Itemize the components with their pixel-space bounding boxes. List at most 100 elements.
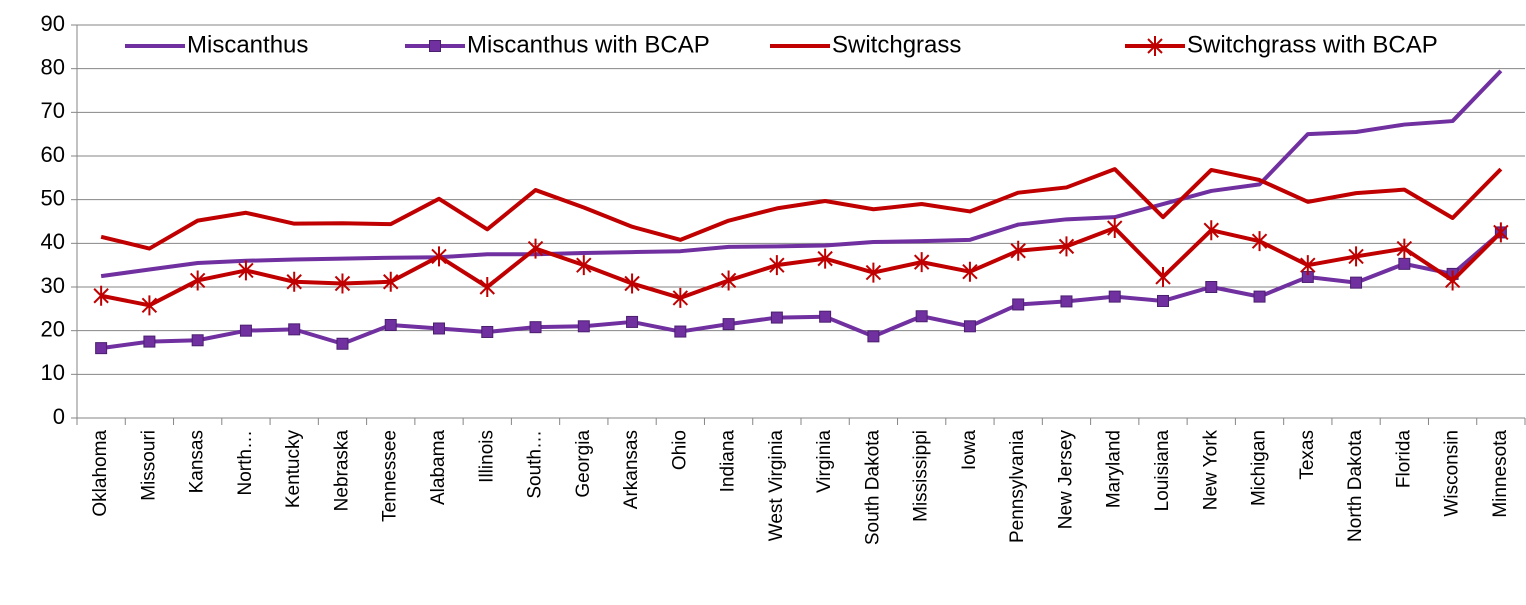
- y-tick-label: 30: [41, 273, 65, 298]
- x-tick-label: Michigan: [1249, 430, 1270, 506]
- marker: [431, 246, 447, 267]
- marker: [770, 311, 783, 324]
- y-tick-label: 80: [41, 54, 65, 79]
- x-tick-label: West Virginia: [766, 430, 787, 542]
- x-tick-label: Alabama: [428, 430, 449, 505]
- marker: [288, 323, 301, 336]
- y-tick-label: 0: [53, 404, 65, 429]
- marker: [1350, 276, 1363, 289]
- marker: [1060, 295, 1073, 308]
- series-line: [100, 167, 1503, 251]
- series-line: [100, 226, 1503, 308]
- x-tick-label: South…: [525, 430, 546, 499]
- x-tick-label: Mississippi: [911, 430, 932, 522]
- marker: [433, 322, 445, 335]
- legend-label: Miscanthus with BCAP: [467, 31, 710, 58]
- x-tick-label: Georgia: [573, 430, 594, 498]
- x-tick-label: Pennsylvania: [1007, 430, 1028, 543]
- marker: [720, 270, 737, 291]
- x-tick-label: Texas: [1297, 430, 1318, 480]
- marker: [626, 315, 639, 328]
- marker: [479, 277, 495, 297]
- series-line: [100, 69, 1503, 279]
- legend-label: Switchgrass: [832, 31, 961, 58]
- x-tick-label: Illinois: [476, 430, 497, 483]
- legend-label: Miscanthus: [187, 31, 308, 58]
- marker: [576, 255, 592, 276]
- marker: [819, 310, 832, 323]
- marker: [1251, 231, 1268, 252]
- marker: [674, 325, 687, 338]
- marker: [336, 337, 349, 350]
- marker: [867, 330, 880, 343]
- marker: [1253, 290, 1266, 303]
- marker: [1010, 240, 1026, 261]
- marker: [865, 262, 882, 283]
- legend-item: Miscanthus: [125, 31, 308, 58]
- x-tick-label: Florida: [1393, 430, 1414, 489]
- y-tick-label: 90: [41, 11, 65, 36]
- marker: [189, 270, 206, 291]
- marker: [915, 310, 928, 323]
- marker: [1108, 290, 1121, 303]
- marker: [1348, 246, 1364, 267]
- marker: [1205, 281, 1218, 293]
- marker: [963, 320, 976, 333]
- y-tick-label: 70: [41, 98, 65, 123]
- y-tick-label: 50: [41, 185, 65, 210]
- y-tick-label: 20: [41, 316, 65, 341]
- legend-item: Switchgrass: [770, 31, 961, 58]
- legend-item: Miscanthus with BCAP: [405, 31, 710, 58]
- marker: [529, 321, 542, 334]
- marker: [817, 248, 833, 269]
- legend-label: Switchgrass with BCAP: [1187, 31, 1438, 58]
- x-tick-label: Ohio: [669, 430, 690, 470]
- marker: [95, 342, 108, 355]
- x-tick-label: Minnesota: [1490, 430, 1511, 518]
- x-tick-label: Indiana: [718, 430, 739, 493]
- series-line: [100, 230, 1503, 351]
- marker: [191, 334, 204, 347]
- marker: [1058, 236, 1075, 257]
- marker: [1444, 270, 1461, 291]
- marker: [1157, 294, 1169, 307]
- marker: [383, 271, 399, 292]
- marker: [672, 287, 689, 308]
- marker: [1493, 222, 1509, 243]
- marker: [527, 238, 544, 259]
- x-tick-label: Kansas: [187, 430, 208, 493]
- marker: [913, 252, 930, 273]
- legend-item: Switchgrass with BCAP: [1125, 31, 1438, 58]
- legend-marker: [1147, 36, 1163, 56]
- marker: [1012, 298, 1025, 311]
- y-tick-label: 10: [41, 360, 65, 385]
- marker: [1396, 238, 1413, 259]
- x-tick-label: New Jersey: [1055, 430, 1076, 530]
- x-tick-label: North Dakota: [1345, 430, 1366, 542]
- x-tick-label: Arkansas: [621, 430, 642, 509]
- marker: [1398, 257, 1411, 270]
- marker: [238, 260, 254, 281]
- x-tick-label: Wisconsin: [1442, 430, 1463, 517]
- x-tick-label: Maryland: [1104, 430, 1125, 508]
- x-tick-label: Missouri: [138, 430, 159, 501]
- marker: [1300, 255, 1316, 276]
- x-tick-label: Virginia: [814, 430, 835, 493]
- marker: [722, 318, 735, 331]
- marker: [577, 320, 590, 333]
- marker: [624, 273, 640, 294]
- marker: [1203, 220, 1219, 241]
- x-tick-label: South Dakota: [862, 430, 883, 546]
- marker: [334, 273, 351, 294]
- marker: [143, 335, 156, 348]
- marker: [286, 271, 302, 292]
- x-tick-label: Kentucky: [283, 430, 304, 509]
- y-tick-label: 40: [41, 229, 65, 254]
- marker: [93, 285, 109, 306]
- marker: [1107, 218, 1123, 239]
- marker: [962, 261, 978, 282]
- x-tick-label: North…: [235, 430, 256, 495]
- marker: [384, 318, 397, 331]
- x-tick-label: Nebraska: [331, 430, 352, 512]
